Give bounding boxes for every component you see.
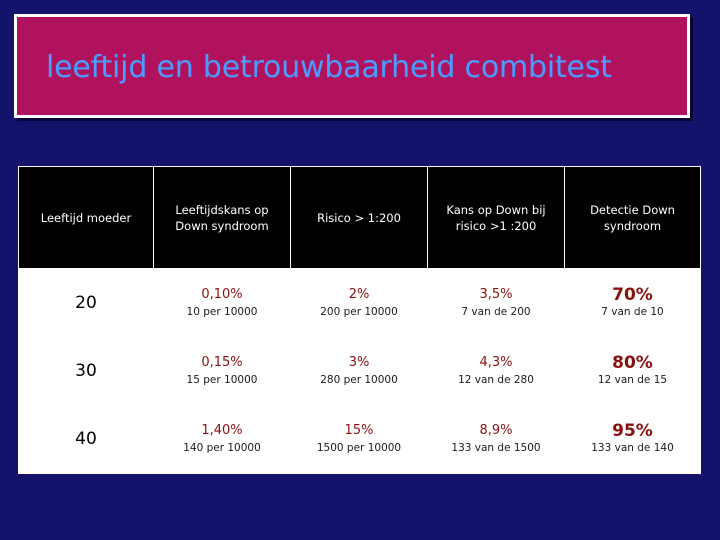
value-cell: 15% 1500 per 10000 xyxy=(290,404,428,475)
value-sub: 133 van de 140 xyxy=(591,442,674,455)
value-main: 70% xyxy=(612,284,653,305)
value-main: 95% xyxy=(612,421,653,442)
header-cell: Risico > 1:200 xyxy=(290,165,428,270)
value-sub: 7 van de 10 xyxy=(601,305,664,318)
value-main: 2% xyxy=(348,286,370,302)
header-cell: Detectie Down syndroom xyxy=(564,165,701,270)
value-cell: 1,40% 140 per 10000 xyxy=(153,404,291,475)
value-main: 3% xyxy=(348,355,370,371)
value-sub: 200 per 10000 xyxy=(320,305,398,318)
value-sub: 1500 per 10000 xyxy=(316,442,402,455)
slide-title: leeftijd en betrouwbaarheid combitest xyxy=(46,50,612,85)
value-sub: 140 per 10000 xyxy=(183,442,261,455)
value-cell: 0,10% 10 per 10000 xyxy=(153,268,291,338)
value-main: 0,10% xyxy=(201,286,243,302)
value-cell: 2% 200 per 10000 xyxy=(290,268,428,338)
value-sub: 15 per 10000 xyxy=(186,374,258,387)
value-sub: 280 per 10000 xyxy=(320,374,398,387)
value-main: 4,3% xyxy=(479,355,513,371)
value-sub: 7 van de 200 xyxy=(461,305,531,318)
value-cell: 70% 7 van de 10 xyxy=(564,268,701,338)
value-cell: 95% 133 van de 140 xyxy=(564,404,701,475)
table-row: 20 0,10% 10 per 10000 2% 200 per 10000 3… xyxy=(18,268,701,338)
value-main: 0,15% xyxy=(201,355,243,371)
header-cell: Leeftijdskans op Down syndroom xyxy=(153,165,291,270)
value-cell: 80% 12 van de 15 xyxy=(564,336,701,406)
value-main: 1,40% xyxy=(201,423,243,439)
value-cell: 8,9% 133 van de 1500 xyxy=(427,404,565,475)
value-cell: 3% 280 per 10000 xyxy=(290,336,428,406)
results-table: Leeftijd moeder Leeftijdskans op Down sy… xyxy=(18,165,701,475)
header-cell: Kans op Down bij risico >1 :200 xyxy=(427,165,565,270)
value-cell: 0,15% 15 per 10000 xyxy=(153,336,291,406)
age-cell: 30 xyxy=(18,336,154,406)
value-cell: 4,3% 12 van de 280 xyxy=(427,336,565,406)
value-sub: 133 van de 1500 xyxy=(451,442,541,455)
value-sub: 12 van de 15 xyxy=(597,374,668,387)
value-main: 15% xyxy=(344,423,374,439)
table-row: 30 0,15% 15 per 10000 3% 280 per 10000 4… xyxy=(18,336,701,406)
title-banner xyxy=(14,14,690,118)
value-main: 80% xyxy=(612,353,653,374)
value-cell: 3,5% 7 van de 200 xyxy=(427,268,565,338)
table-row: 40 1,40% 140 per 10000 15% 1500 per 1000… xyxy=(18,404,701,475)
header-cell: Leeftijd moeder xyxy=(18,165,154,270)
value-sub: 10 per 10000 xyxy=(186,305,258,318)
table-header-row: Leeftijd moeder Leeftijdskans op Down sy… xyxy=(18,165,701,270)
age-cell: 40 xyxy=(18,404,154,475)
value-main: 8,9% xyxy=(479,423,513,439)
value-main: 3,5% xyxy=(479,286,513,302)
value-sub: 12 van de 280 xyxy=(458,374,534,387)
age-cell: 20 xyxy=(18,268,154,338)
